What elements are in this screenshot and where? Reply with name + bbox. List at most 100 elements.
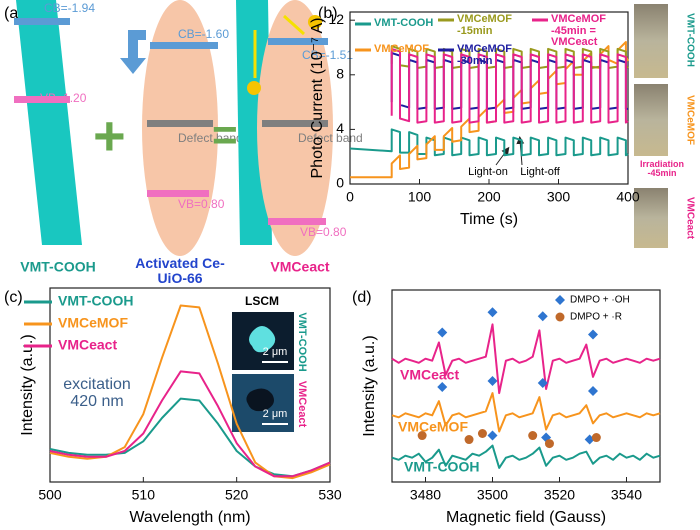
legend-entry: VMT-COOH	[374, 17, 434, 29]
cb-label: CB=-1.51	[302, 48, 353, 62]
series-label: VMCeact	[400, 367, 459, 383]
plus-sign: +	[93, 104, 126, 167]
legend-entry: DMPO + ·OH	[570, 295, 630, 306]
legend-symbol	[555, 295, 565, 305]
legend-entry: VMCeMOF	[374, 43, 429, 55]
data-line	[49, 370, 331, 478]
x-tick-label: 0	[346, 189, 354, 205]
photo	[634, 4, 668, 78]
marker	[487, 430, 498, 441]
marker	[464, 435, 474, 445]
electron-arrow	[282, 14, 306, 36]
marker	[537, 311, 548, 322]
electron	[247, 81, 261, 95]
photo	[634, 188, 668, 248]
defect-level	[262, 120, 328, 127]
marker	[528, 431, 538, 441]
marker	[477, 428, 487, 438]
band-diagram: CB=-1.94 VB=1.20 + CB=-1.60 Defect band …	[14, 0, 363, 275]
cb-level	[14, 18, 70, 25]
x-tick-label: 3480	[410, 487, 441, 503]
marker	[591, 433, 601, 443]
photo-label: Irradiation -45min	[639, 159, 684, 179]
vb-level	[14, 96, 70, 103]
marker	[537, 377, 548, 388]
cb-label: CB=-1.94	[44, 1, 95, 15]
photo-label: VMCeMOF	[684, 95, 695, 145]
legend-symbol	[555, 312, 565, 322]
vb-level	[268, 218, 326, 225]
inset-label: VMT-COOH	[296, 312, 308, 371]
inset-label: VMCeact	[296, 381, 308, 428]
legend-entry: VMCeMOF -15min	[457, 13, 512, 37]
y-tick-label: 4	[336, 120, 344, 136]
x-tick-label: 200	[477, 189, 501, 205]
x-tick-label: 400	[616, 189, 640, 205]
marker	[417, 431, 427, 441]
legend-entry: VMCeMOF -45min = VMCeact	[551, 13, 606, 49]
x-axis-label: Wavelength (nm)	[129, 509, 250, 526]
x-axis-label: Magnetic field (Gauss)	[446, 509, 606, 526]
vb-level	[147, 190, 209, 197]
data-line	[391, 323, 661, 395]
scale-label: 2 μm	[263, 346, 288, 358]
panel-label: (c)	[4, 289, 23, 306]
data-line	[349, 128, 629, 157]
y-tick-label: 12	[328, 11, 344, 27]
cb-level	[150, 42, 218, 49]
y-axis-label: Intensity (a.u.)	[361, 335, 378, 436]
plot-frame	[49, 287, 331, 483]
x-tick-label: 510	[132, 487, 156, 503]
annotation-arrow	[495, 146, 510, 166]
panel-label: (d)	[352, 289, 372, 306]
scale-label: 2 μm	[263, 408, 288, 420]
material-label: Activated Ce-UiO-66	[135, 255, 225, 286]
marker	[588, 329, 598, 340]
data-line	[390, 47, 629, 124]
x-tick-label: 300	[547, 189, 571, 205]
annotation: excitation 420 nm	[63, 376, 131, 410]
panel-label: (b)	[318, 5, 338, 22]
y-axis-label: Intensity (a.u.)	[19, 334, 36, 435]
x-tick-label: 520	[225, 487, 249, 503]
x-tick-label: 500	[38, 487, 62, 503]
legend-entry: DMPO + ·R	[570, 312, 622, 323]
series-label: VMCeMOF	[398, 419, 468, 435]
data-line	[391, 444, 661, 469]
annotation: Light-off	[520, 166, 560, 178]
vb-label: VB=0.80	[300, 225, 347, 239]
material-label: VMCeact	[270, 259, 329, 275]
data-line	[391, 392, 661, 433]
marker	[487, 307, 498, 318]
vb-label: VB=1.20	[40, 91, 87, 105]
legend-entry: VMCeMOF -30min	[457, 43, 512, 67]
electron	[308, 15, 322, 29]
lscm-particle	[246, 388, 274, 412]
photo-label: VMT-COOH	[684, 13, 695, 67]
cb-label: CB=-1.60	[178, 27, 229, 41]
y-axis-label: Photo Current (10⁻⁷ A)	[309, 18, 326, 179]
legend-entry: VMT-COOH	[58, 293, 133, 309]
arrow	[120, 30, 146, 74]
plot-frame	[391, 289, 661, 483]
marker	[588, 386, 598, 397]
marker	[437, 382, 448, 393]
marker	[544, 439, 554, 449]
vmt-band	[16, 0, 82, 245]
x-tick-label: 3500	[477, 487, 508, 503]
photo-label: VMCeact	[684, 197, 695, 240]
equals-sign: =	[212, 111, 238, 160]
x-tick-label: 530	[318, 487, 342, 503]
x-tick-label: 3540	[611, 487, 642, 503]
photo	[634, 84, 668, 156]
series-label: VMT-COOH	[404, 459, 479, 475]
vb-label: VB=0.80	[178, 197, 225, 211]
annotation: Light-on	[468, 166, 508, 178]
defect-label: Defect band	[298, 131, 363, 145]
lscm-particle	[249, 326, 276, 353]
x-tick-label: 100	[408, 189, 432, 205]
mof-band	[257, 0, 333, 256]
inset-title: LSCM	[245, 294, 279, 308]
